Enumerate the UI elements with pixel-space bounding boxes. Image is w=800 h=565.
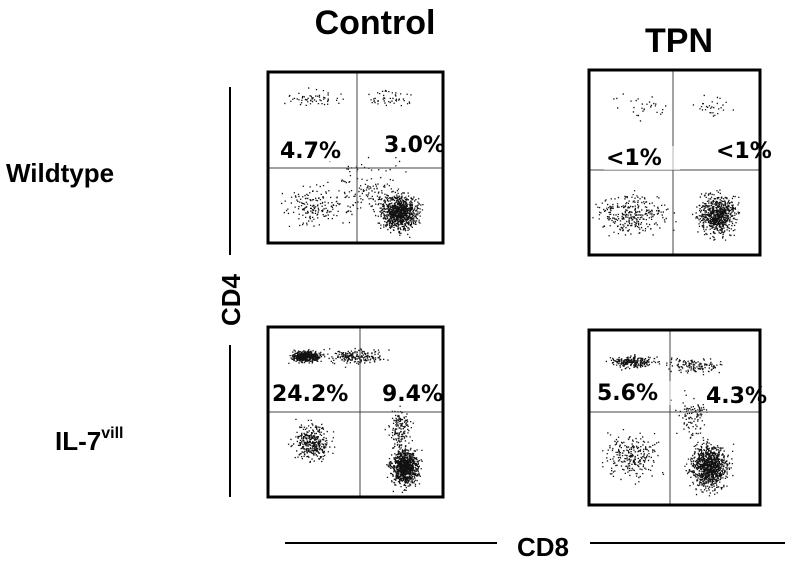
plot-frame xyxy=(266,70,445,245)
label-bg xyxy=(278,139,354,163)
quadrant-percent: <1% xyxy=(716,139,772,164)
quadrant-percent: 3.0% xyxy=(384,133,445,158)
label-bg xyxy=(270,382,346,406)
x-axis-label: CD8 xyxy=(517,532,569,562)
row-label-main: IL-7 xyxy=(55,426,101,456)
label-bg xyxy=(595,381,671,405)
label-bg xyxy=(604,146,680,170)
dot-cloud xyxy=(281,87,424,239)
panels: 4.7% 3.0% <1% <1% 24.2% 9.4% 5.6% 4.3% xyxy=(266,68,772,507)
plot-frame xyxy=(266,325,445,499)
quadrant-percent: <1% xyxy=(606,146,662,171)
quadrant-percent: 4.7% xyxy=(280,139,341,164)
y-axis-label: CD4 xyxy=(216,273,246,326)
column-header: TPN xyxy=(645,22,713,60)
plot-frame xyxy=(587,68,762,257)
row-label: Wildtype xyxy=(6,158,114,188)
row-label: IL-7vill xyxy=(55,425,123,456)
row-label-superscript: vill xyxy=(101,425,123,442)
quadrant-percent: 5.6% xyxy=(597,381,658,406)
quadrant-percent: 24.2% xyxy=(272,382,348,407)
quadrant-percent: 4.3% xyxy=(706,384,767,409)
quadrant-percent: 9.4% xyxy=(382,382,443,407)
dot-cloud xyxy=(601,354,735,497)
dot-cloud xyxy=(287,347,423,494)
plot-frame xyxy=(587,328,762,507)
column-header: Control xyxy=(315,4,436,42)
